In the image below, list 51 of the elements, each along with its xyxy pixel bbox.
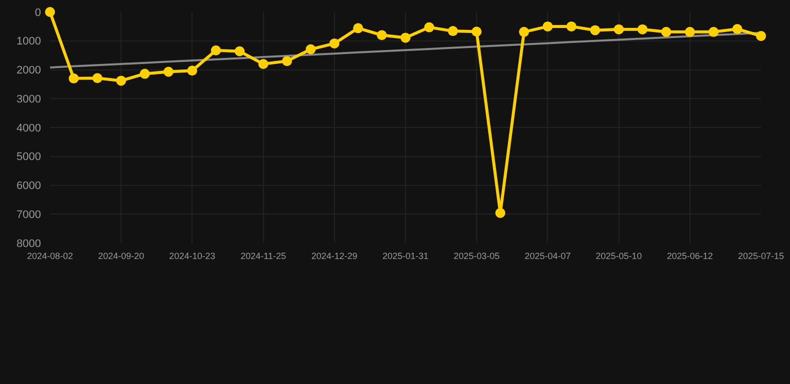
point <box>448 26 458 36</box>
point <box>376 30 387 40</box>
point <box>732 24 742 34</box>
point <box>424 22 434 32</box>
point <box>92 73 102 84</box>
point <box>116 76 126 86</box>
point <box>756 30 766 41</box>
point <box>353 23 364 34</box>
point <box>306 44 316 54</box>
point <box>187 66 198 76</box>
x-tick-label: 2025-03-05 <box>454 251 500 261</box>
point <box>45 7 55 17</box>
point <box>400 32 410 43</box>
point <box>68 73 79 84</box>
x-tick-label: 2024-11-25 <box>240 251 286 261</box>
point <box>519 26 529 37</box>
point <box>329 38 340 48</box>
point <box>234 46 245 56</box>
y-tick-label: 1000 <box>16 36 41 48</box>
point <box>258 58 268 69</box>
y-tick-label: 0 <box>34 6 41 19</box>
y-tick-label: 6000 <box>16 180 41 192</box>
point <box>614 24 624 34</box>
point <box>164 66 174 77</box>
y-tick-label: 5000 <box>16 151 41 164</box>
point <box>282 56 292 66</box>
point <box>542 21 553 32</box>
point <box>472 26 482 37</box>
point <box>495 208 506 218</box>
x-tick-label: 2024-12-29 <box>311 251 358 261</box>
point <box>590 25 600 36</box>
x-tick-label: 2025-06-12 <box>666 251 713 261</box>
x-tick-label: 2025-04-07 <box>524 251 571 261</box>
x-tick-label: 2024-10-23 <box>169 251 216 261</box>
point <box>140 68 150 79</box>
point <box>708 26 719 37</box>
y-tick-label: 7000 <box>16 208 41 221</box>
point <box>566 21 576 32</box>
y-tick-label: 3000 <box>16 93 41 106</box>
point <box>684 26 695 37</box>
y-tick-label: 2000 <box>16 64 41 77</box>
x-tick-label: 2025-07-15 <box>738 251 784 261</box>
point <box>638 24 648 34</box>
x-tick-label: 2025-05-10 <box>596 251 642 261</box>
point <box>661 26 672 37</box>
point <box>210 45 221 56</box>
y-tick-label: 4000 <box>16 122 41 134</box>
x-tick-label: 2024-09-20 <box>98 251 144 261</box>
x-tick-label: 2025-01-31 <box>382 251 429 261</box>
x-tick-label: 2024-08-02 <box>26 251 74 261</box>
y-tick-label: 8000 <box>16 238 41 250</box>
